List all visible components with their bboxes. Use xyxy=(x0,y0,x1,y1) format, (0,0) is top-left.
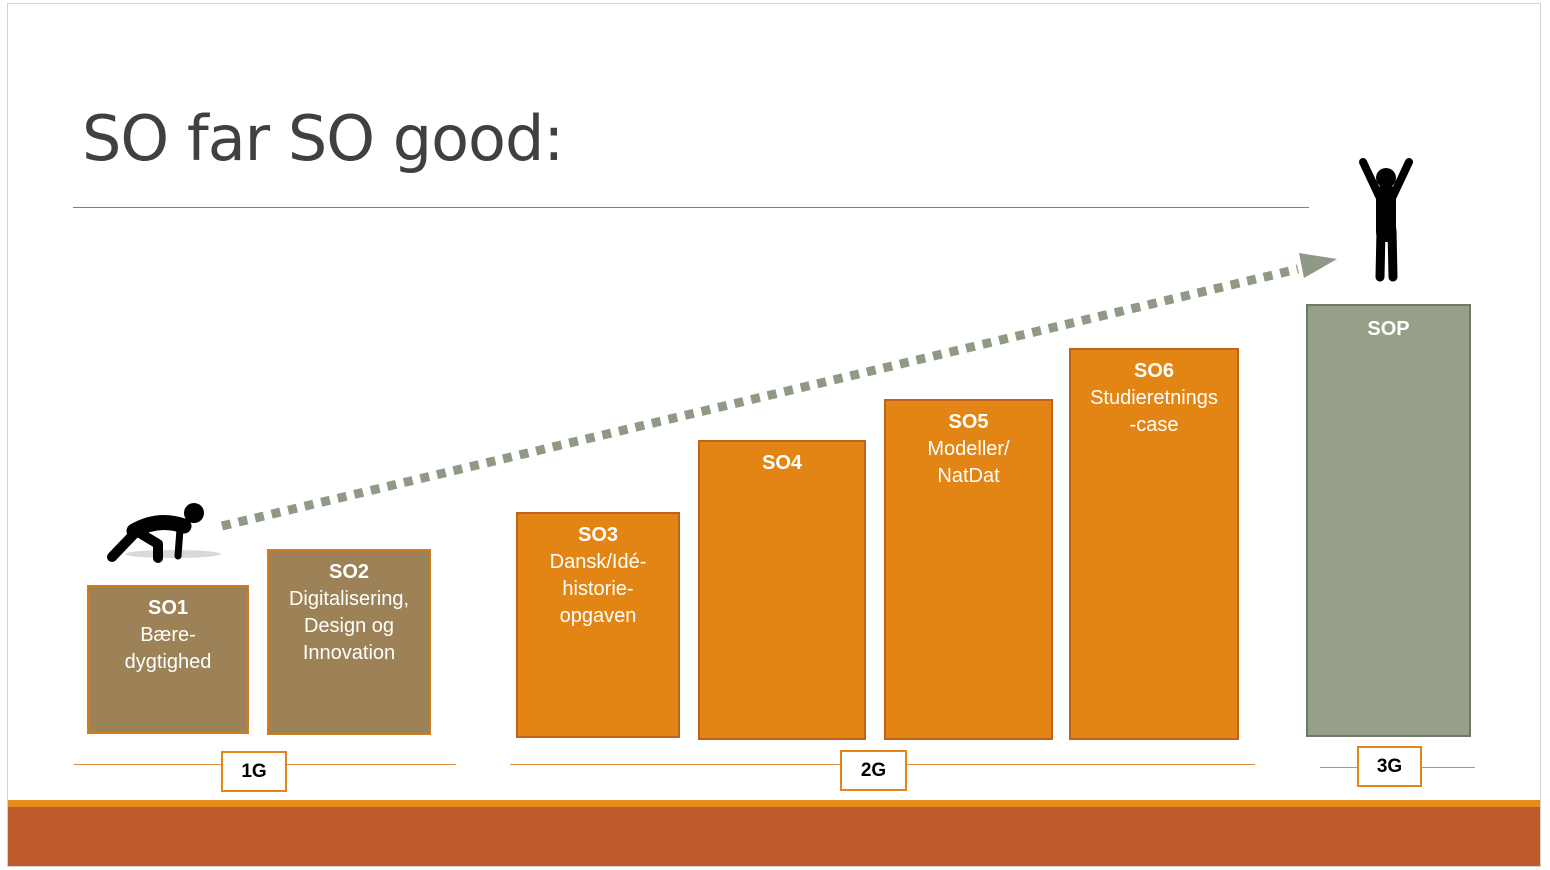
block-code: SO4 xyxy=(761,452,803,474)
grade-label-1g: 1G xyxy=(221,751,287,792)
block-description: Modeller/ NatDat xyxy=(927,438,1010,487)
slide-title: SO far SO good: xyxy=(82,102,564,175)
block-description: Studieretnings -case xyxy=(1090,387,1218,436)
progress-arrow-line xyxy=(220,264,1300,531)
block-so6: SO6 Studieretnings -case xyxy=(1069,348,1239,740)
slide: SO far SO good: SO1 Bære- dygtighed xyxy=(8,4,1540,866)
block-code: SO6 xyxy=(1133,360,1175,382)
footer-band xyxy=(8,807,1540,866)
footer-accent-stripe xyxy=(8,800,1540,807)
grade-label-2g: 2G xyxy=(840,750,907,791)
title-divider xyxy=(73,207,1309,208)
crouching-runner-icon xyxy=(107,503,221,563)
block-so4: SO4 xyxy=(698,440,866,740)
block-description: Digitalisering, Design og Innovation xyxy=(288,588,410,664)
block-description: Dansk/Idé- historie- opgaven xyxy=(549,551,647,627)
cheering-person-icon xyxy=(1359,158,1413,282)
block-so1: SO1 Bære- dygtighed xyxy=(87,585,249,734)
block-code: SO5 xyxy=(948,411,989,433)
progress-arrow-head xyxy=(1299,253,1337,278)
block-so3: SO3 Dansk/Idé- historie- opgaven xyxy=(516,512,680,738)
block-so5: SO5 Modeller/ NatDat xyxy=(884,399,1053,740)
block-code: SO3 xyxy=(577,524,619,546)
grade-label-3g: 3G xyxy=(1357,746,1422,787)
block-so2: SO2 Digitalisering, Design og Innovation xyxy=(267,549,431,735)
block-description: Bære- dygtighed xyxy=(124,624,212,673)
diagram-graphics xyxy=(107,158,1413,563)
block-code: SO1 xyxy=(147,597,189,619)
block-sop: SOP xyxy=(1306,304,1471,737)
block-code: SO2 xyxy=(328,561,370,583)
block-code: SOP xyxy=(1367,318,1410,340)
